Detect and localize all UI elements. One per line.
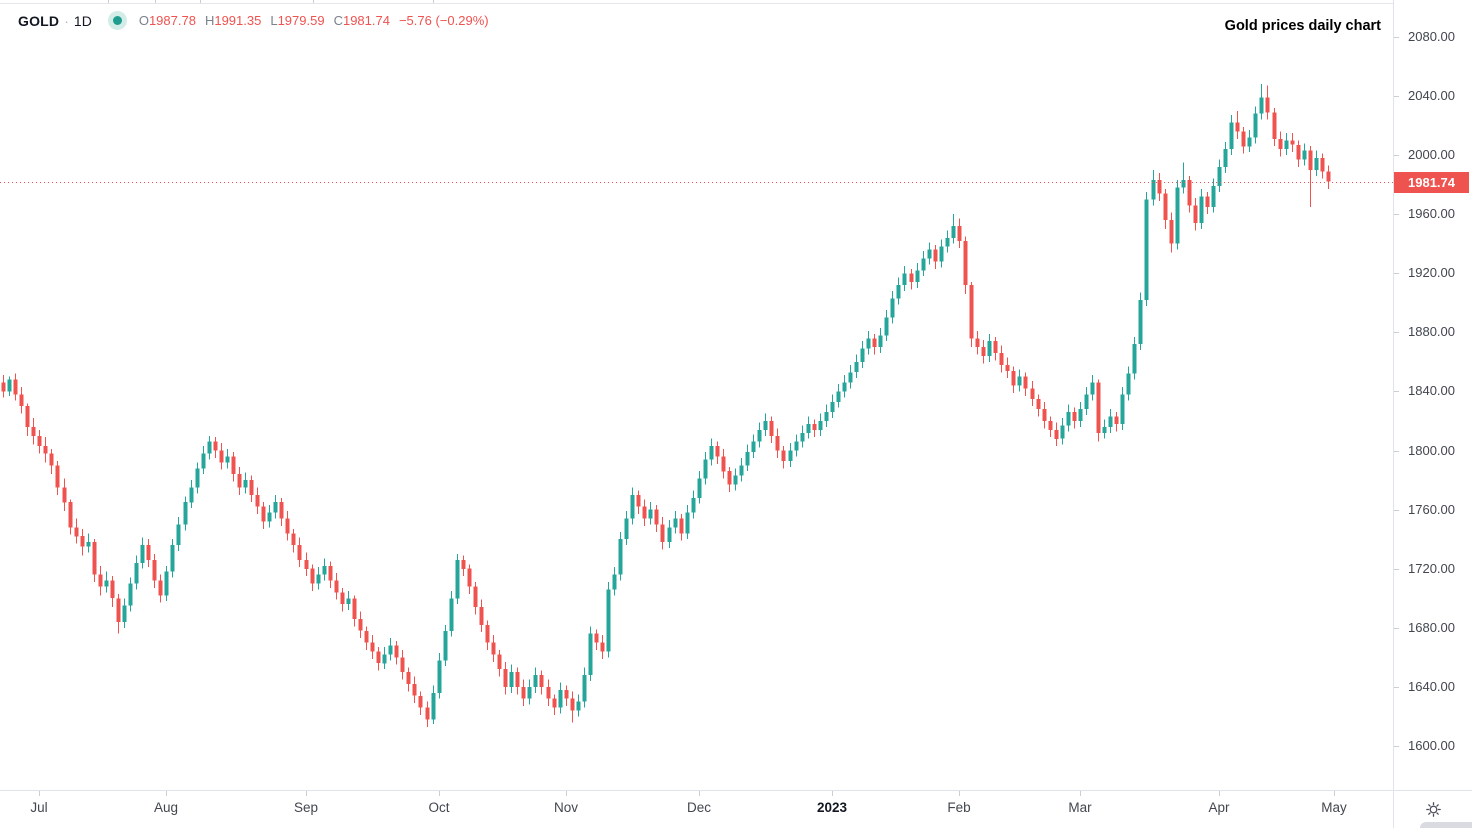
open-label: O bbox=[138, 13, 149, 28]
close-label: C bbox=[333, 13, 343, 28]
time-tick-mark bbox=[39, 791, 40, 796]
candlestick-plot[interactable] bbox=[0, 0, 1393, 790]
toolbar-separator-stub bbox=[433, 0, 434, 3]
toolbar-remnant-line bbox=[0, 3, 1472, 4]
price-axis[interactable]: 1981.74 2080.00 2040.00 2000.00 1960.00 1920… bbox=[1394, 0, 1472, 790]
time-tick-mark bbox=[166, 791, 167, 796]
price-tick-label: 2000.00 bbox=[1408, 147, 1455, 162]
time-tick-label: May bbox=[1321, 800, 1347, 815]
price-tick-mark bbox=[1394, 37, 1399, 38]
price-tick-label: 1960.00 bbox=[1408, 206, 1455, 221]
time-tick-label: Sep bbox=[293, 800, 319, 815]
time-tick-label: Nov bbox=[553, 800, 579, 815]
last-price-badge: 1981.74 bbox=[1394, 172, 1469, 193]
low-label: L bbox=[270, 13, 278, 28]
price-scale-settings-button[interactable] bbox=[1421, 798, 1445, 822]
time-tick-mark bbox=[1219, 791, 1220, 796]
price-tick-mark bbox=[1394, 332, 1399, 333]
close-value: 1981.74 bbox=[342, 13, 390, 28]
time-tick-label: Aug bbox=[153, 800, 179, 815]
teal-dot-icon bbox=[112, 16, 122, 25]
corner-decoration bbox=[1420, 822, 1472, 828]
price-tick-label: 1840.00 bbox=[1408, 383, 1455, 398]
price-tick-label: 2080.00 bbox=[1408, 29, 1455, 44]
toolbar-separator-stub bbox=[108, 0, 109, 3]
price-tick-label: 1800.00 bbox=[1408, 443, 1455, 458]
symbol-logo-icon bbox=[107, 11, 127, 30]
price-tick-mark bbox=[1394, 628, 1399, 629]
price-tick-mark bbox=[1394, 451, 1399, 452]
price-tick-mark bbox=[1394, 273, 1399, 274]
price-tick-label: 1920.00 bbox=[1408, 265, 1455, 280]
time-tick-label: Mar bbox=[1068, 800, 1092, 815]
toolbar-separator-stub bbox=[155, 0, 156, 3]
interval-label[interactable]: 1D bbox=[73, 12, 92, 29]
price-tick-mark bbox=[1394, 214, 1399, 215]
settings-gear-icon bbox=[1425, 802, 1441, 817]
price-tick-label: 1600.00 bbox=[1408, 738, 1455, 753]
time-axis-separator bbox=[0, 790, 1472, 791]
symbol-legend: GOLD · 1D O1987.78 H1991.35 L1979.59 C19… bbox=[18, 11, 489, 30]
chart-pane[interactable]: GOLD · 1D O1987.78 H1991.35 L1979.59 C19… bbox=[0, 0, 1393, 790]
low-value: 1979.59 bbox=[277, 13, 325, 28]
time-tick-mark bbox=[306, 791, 307, 796]
open-value: 1987.78 bbox=[148, 13, 196, 28]
price-tick-mark bbox=[1394, 746, 1399, 747]
chart-title: Gold prices daily chart bbox=[1224, 18, 1381, 34]
symbol-name[interactable]: GOLD bbox=[18, 12, 60, 29]
time-tick-label: Jul bbox=[30, 800, 48, 815]
price-tick-label: 1720.00 bbox=[1408, 561, 1455, 576]
ohlc-values: O1987.78 H1991.35 L1979.59 C1981.74 −5.7… bbox=[139, 13, 489, 28]
price-tick-label: 1640.00 bbox=[1408, 679, 1455, 694]
price-tick-label: 2040.00 bbox=[1408, 88, 1455, 103]
time-axis[interactable]: Jul Aug Sep Oct Nov Dec 2023 Feb Mar Apr May bbox=[0, 791, 1393, 828]
time-tick-mark bbox=[1334, 791, 1335, 796]
time-tick-label: Apr bbox=[1208, 800, 1230, 815]
axis-settings-corner bbox=[1394, 791, 1472, 828]
price-tick-mark bbox=[1394, 155, 1399, 156]
legend-separator: · bbox=[64, 12, 69, 29]
time-tick-mark bbox=[566, 791, 567, 796]
time-tick-label: Dec bbox=[686, 800, 712, 815]
price-tick-label: 1880.00 bbox=[1408, 324, 1455, 339]
time-tick-mark bbox=[1080, 791, 1081, 796]
price-tick-mark bbox=[1394, 569, 1399, 570]
price-tick-label: 1680.00 bbox=[1408, 620, 1455, 635]
price-tick-mark bbox=[1394, 96, 1399, 97]
price-tick-mark bbox=[1394, 510, 1399, 511]
toolbar-separator-stub bbox=[200, 0, 201, 3]
time-tick-label: Oct bbox=[428, 800, 450, 815]
time-tick-mark bbox=[439, 791, 440, 796]
toolbar-separator-stub bbox=[313, 0, 314, 3]
change-value: −5.76 (−0.29%) bbox=[398, 13, 489, 28]
price-tick-label: 1760.00 bbox=[1408, 502, 1455, 517]
price-tick-mark bbox=[1394, 391, 1399, 392]
time-tick-label: 2023 bbox=[816, 800, 848, 815]
time-tick-mark bbox=[699, 791, 700, 796]
high-value: 1991.35 bbox=[214, 13, 262, 28]
time-tick-label: Feb bbox=[947, 800, 971, 815]
high-label: H bbox=[204, 13, 215, 28]
price-axis-separator bbox=[1393, 0, 1394, 828]
time-tick-mark bbox=[832, 791, 833, 796]
price-tick-mark bbox=[1394, 687, 1399, 688]
time-tick-mark bbox=[959, 791, 960, 796]
